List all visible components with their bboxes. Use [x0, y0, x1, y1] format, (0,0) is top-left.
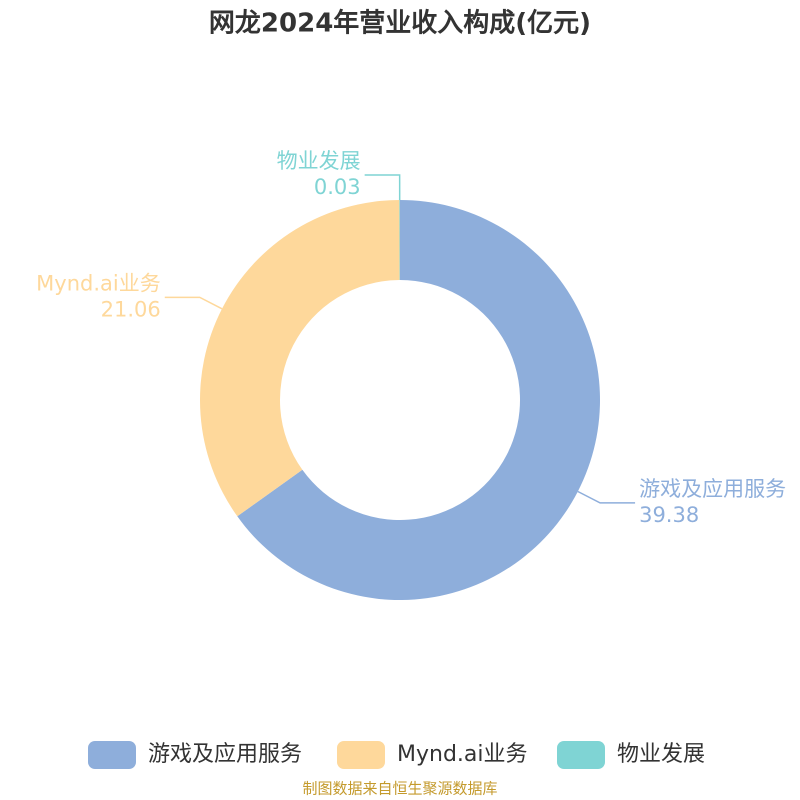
legend-label: 物业发展	[617, 742, 705, 767]
slice-label: 游戏及应用服务	[639, 477, 786, 501]
legend-swatch	[557, 741, 605, 769]
legend-label: 游戏及应用服务	[148, 742, 302, 767]
slice-value: 21.06	[101, 297, 161, 321]
slice-label: Mynd.ai业务	[36, 271, 161, 295]
chart-title: 网龙2024年营业收入构成(亿元)	[209, 8, 591, 39]
slice-label: 物业发展	[277, 149, 361, 173]
leader-line	[364, 174, 401, 201]
legend-swatch	[88, 741, 136, 769]
donut-slice	[237, 200, 601, 600]
slice-value: 39.38	[639, 503, 699, 527]
legend-label: Mynd.ai业务	[397, 742, 528, 767]
donut-slice	[200, 200, 400, 517]
leader-line	[577, 490, 636, 504]
donut-slice	[399, 200, 400, 281]
leader-line	[164, 296, 223, 310]
source: 制图数据来自恒生聚源数据库	[302, 780, 497, 798]
slice-value: 0.03	[314, 175, 361, 199]
legend-swatch	[337, 741, 385, 769]
